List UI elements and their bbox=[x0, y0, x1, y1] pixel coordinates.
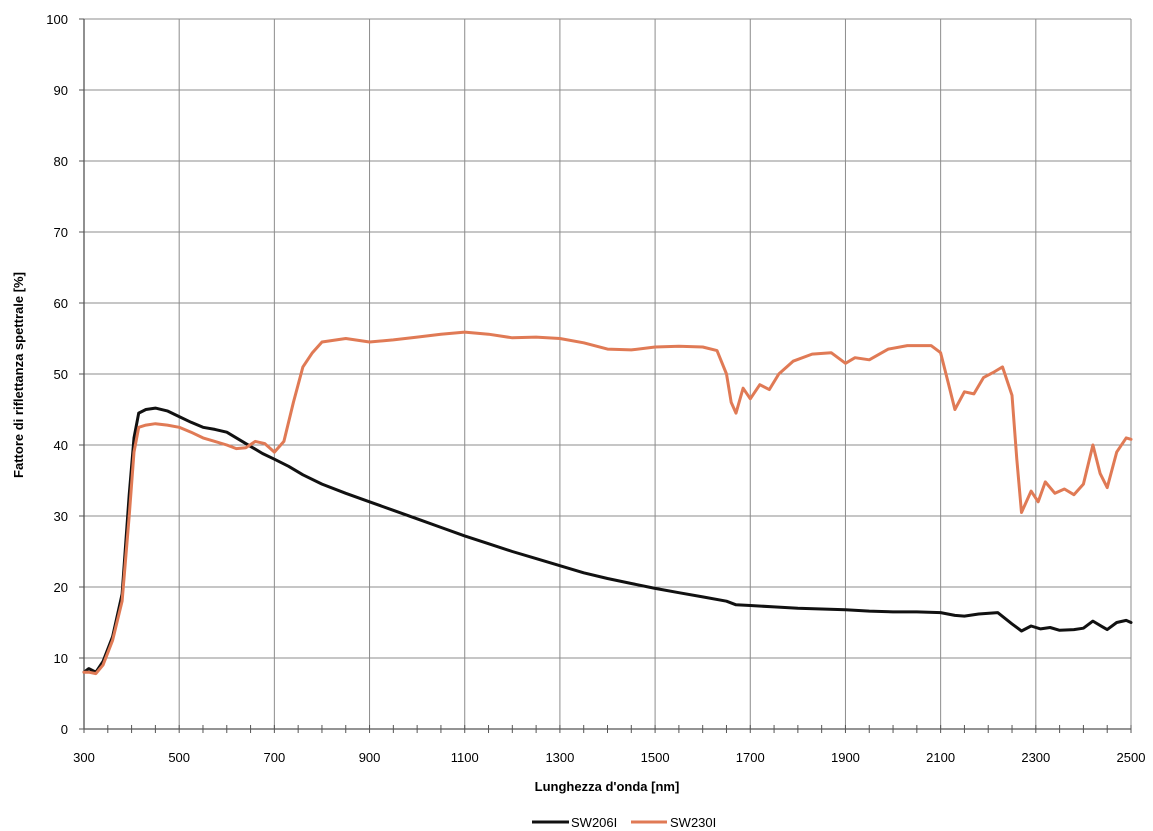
y-tick-label-70: 70 bbox=[54, 225, 68, 240]
y-tick-labels: 0 10 20 30 40 50 60 70 80 90 100 bbox=[46, 12, 68, 737]
y-tick-label-30: 30 bbox=[54, 509, 68, 524]
axes bbox=[79, 18, 1132, 733]
x-tick-label-2500: 2500 bbox=[1117, 750, 1146, 765]
y-tick-label-10: 10 bbox=[54, 651, 68, 666]
y-tick-label-40: 40 bbox=[54, 438, 68, 453]
y-tick-label-100: 100 bbox=[46, 12, 68, 27]
gridlines bbox=[84, 18, 1132, 729]
legend-label-sw230i: SW230I bbox=[670, 815, 716, 830]
x-tick-label-1500: 1500 bbox=[641, 750, 670, 765]
x-tick-label-900: 900 bbox=[359, 750, 381, 765]
series-line-sw230i bbox=[82, 330, 1133, 676]
x-tick-label-1100: 1100 bbox=[451, 750, 479, 765]
data-series bbox=[82, 330, 1133, 676]
y-tick-label-50: 50 bbox=[54, 367, 68, 382]
series-line-sw206i bbox=[82, 406, 1133, 674]
y-axis-title: Fattore di riflettanza spettrale [%] bbox=[11, 272, 26, 478]
x-tick-label-500: 500 bbox=[168, 750, 190, 765]
x-axis-title: Lunghezza d'onda [nm] bbox=[535, 779, 680, 794]
y-tick-label-20: 20 bbox=[54, 580, 68, 595]
legend-label-sw206i: SW206I bbox=[571, 815, 617, 830]
y-tick-label-60: 60 bbox=[54, 296, 68, 311]
x-tick-label-1300: 1300 bbox=[545, 750, 574, 765]
x-tick-label-700: 700 bbox=[264, 750, 286, 765]
y-tick-label-0: 0 bbox=[61, 722, 68, 737]
x-tick-label-300: 300 bbox=[73, 750, 95, 765]
x-tick-label-1700: 1700 bbox=[736, 750, 765, 765]
legend: SW206I SW230I bbox=[532, 815, 716, 830]
x-tick-label-2100: 2100 bbox=[926, 750, 955, 765]
x-tick-labels: 300 500 700 900 1100 1300 1500 1700 1900 2100 2300… bbox=[73, 750, 1145, 765]
x-tick-label-1900: 1900 bbox=[831, 750, 860, 765]
x-tick-label-2300: 2300 bbox=[1021, 750, 1050, 765]
y-tick-label-90: 90 bbox=[54, 83, 68, 98]
y-tick-label-80: 80 bbox=[54, 154, 68, 169]
